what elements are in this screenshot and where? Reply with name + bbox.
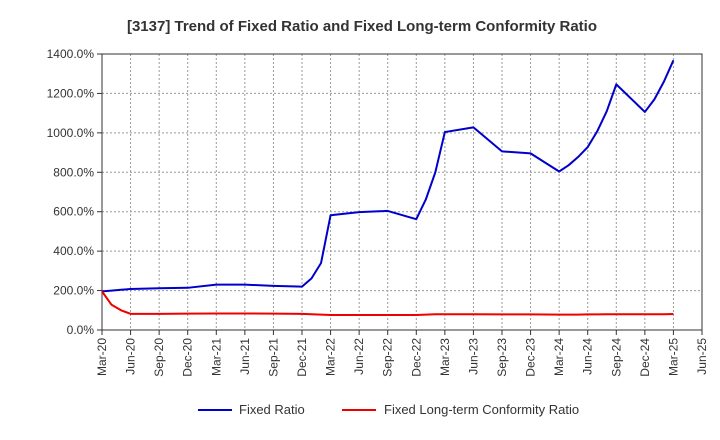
- x-tick-label: Mar-23: [438, 338, 452, 376]
- x-tick-label: Sep-23: [495, 338, 509, 377]
- x-tick-label: Dec-21: [295, 338, 309, 377]
- chart-title: [3137] Trend of Fixed Ratio and Fixed Lo…: [127, 18, 597, 35]
- x-tick-label: Mar-20: [95, 338, 109, 376]
- x-tick-label: Jun-24: [581, 338, 595, 375]
- x-tick-label: Sep-21: [266, 338, 280, 377]
- x-tick-label: Mar-25: [666, 338, 680, 376]
- x-tick-label: Jun-21: [238, 338, 252, 375]
- x-tick-label: Jun-20: [124, 338, 138, 375]
- series-line-2: [101, 290, 674, 317]
- x-tick-label: Sep-22: [381, 338, 395, 377]
- x-tick-label: Mar-22: [324, 338, 338, 376]
- x-tick-label: Jun-23: [466, 338, 480, 375]
- x-tick-label: Mar-24: [552, 338, 566, 376]
- y-tick-label: 1000.0%: [47, 126, 95, 140]
- x-tick-label: Dec-22: [409, 338, 423, 377]
- axes: 0.0% 200.0% 400.0% 600.0% 800.0% 1000.0% 1200.…: [47, 47, 709, 377]
- x-tick-label: Dec-23: [524, 338, 538, 377]
- plot-frame: [101, 53, 703, 331]
- x-tick-label: Jun-25: [695, 338, 709, 375]
- y-tick-label: 1400.0%: [47, 47, 95, 61]
- legend-label-2: Fixed Long-term Conformity Ratio: [384, 402, 579, 417]
- y-tick-label: 0.0%: [67, 323, 95, 337]
- x-tick-label: Dec-20: [181, 338, 195, 377]
- y-tick-label: 200.0%: [53, 284, 94, 298]
- x-tick-label: Dec-24: [638, 338, 652, 377]
- series-line-1: [101, 59, 675, 293]
- legend: Fixed Ratio Fixed Long-term Conformity Ra…: [198, 402, 579, 417]
- x-tick-label: Mar-21: [209, 338, 223, 376]
- y-tick-label: 400.0%: [53, 244, 94, 258]
- y-tick-label: 800.0%: [53, 165, 94, 179]
- y-tick-label: 600.0%: [53, 205, 94, 219]
- grid-lines: [102, 54, 702, 330]
- x-tick-label: Jun-22: [352, 338, 366, 375]
- series-lines: [101, 59, 675, 317]
- x-tick-label: Sep-24: [609, 338, 623, 377]
- legend-label-1: Fixed Ratio: [239, 402, 305, 417]
- y-tick-label: 1200.0%: [47, 86, 95, 100]
- x-tick-label: Sep-20: [152, 338, 166, 377]
